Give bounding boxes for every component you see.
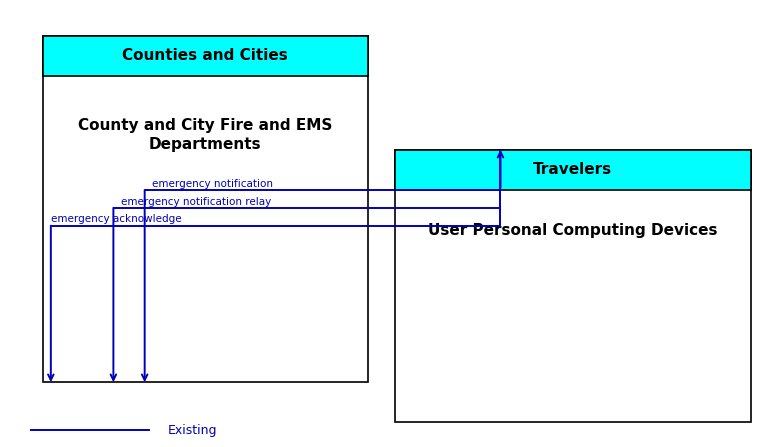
Bar	[395, 150, 751, 422]
Text: emergency acknowledge: emergency acknowledge	[51, 215, 181, 224]
Text: emergency notification relay: emergency notification relay	[121, 197, 271, 207]
Text: Existing: Existing	[168, 423, 217, 437]
Text: emergency notification: emergency notification	[152, 179, 274, 189]
Bar	[43, 36, 368, 382]
Bar	[43, 36, 368, 76]
Text: County and City Fire and EMS
Departments: County and City Fire and EMS Departments	[78, 118, 332, 152]
Text: Counties and Cities: Counties and Cities	[123, 48, 288, 63]
Bar	[395, 150, 751, 190]
Text: Travelers: Travelers	[533, 162, 612, 177]
Text: User Personal Computing Devices: User Personal Computing Devices	[428, 223, 718, 238]
